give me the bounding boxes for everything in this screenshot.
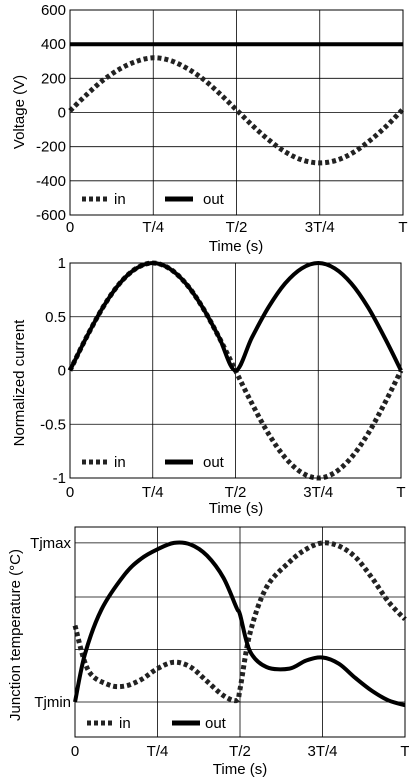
temperature-x-tick-label: 0 <box>71 743 79 760</box>
temperature-x-axis-label: Time (s) <box>213 761 267 778</box>
temperature-y-tick-label: Tjmax <box>30 535 71 552</box>
current-x-tick-label: 3T/4 <box>303 484 333 501</box>
current-legend-out-label: out <box>203 454 225 471</box>
voltage-plot-lines <box>68 42 405 166</box>
voltage-legend: in out <box>82 191 225 208</box>
voltage-y-tick-label: 0 <box>58 105 66 122</box>
current-y-tick-label: -1 <box>53 470 66 487</box>
temperature-x-ticks: 0 T/4 T/2 3T/4 T <box>71 743 409 760</box>
temperature-y-ticks: Tjmax Tjmin <box>30 535 71 711</box>
voltage-x-axis-label: Time (s) <box>209 238 263 255</box>
voltage-y-ticks: 600 400 200 0 -200 -400 -600 <box>36 2 66 224</box>
voltage-y-axis-label: Voltage (V) <box>11 75 28 149</box>
voltage-y-tick-label: 400 <box>41 36 66 53</box>
temperature-y-axis-label: Junction temperature (°C) <box>7 549 24 721</box>
current-legend: in out <box>82 454 225 471</box>
voltage-legend-in-label: in <box>114 191 126 208</box>
current-y-ticks: 1 0.5 0 -0.5 -1 <box>40 255 66 487</box>
voltage-x-tick-label: T/4 <box>142 219 164 236</box>
current-x-tick-label: 0 <box>66 484 74 501</box>
voltage-y-tick-label: 200 <box>41 70 66 87</box>
temperature-series-in-line <box>72 540 407 704</box>
voltage-y-tick-label: -400 <box>36 173 66 190</box>
voltage-x-tick-label: 3T/4 <box>305 219 335 236</box>
current-y-tick-label: 0.5 <box>45 309 66 326</box>
current-x-axis-label: Time (s) <box>209 500 263 517</box>
voltage-y-tick-label: 600 <box>41 2 66 19</box>
temperature-grid <box>75 527 405 737</box>
temperature-x-tick-label: T/2 <box>229 743 251 760</box>
voltage-legend-out-label: out <box>203 191 225 208</box>
current-legend-in-label: in <box>114 454 126 471</box>
current-x-ticks: 0 T/4 T/2 3T/4 T <box>66 484 406 501</box>
current-y-axis-label: Normalized current <box>11 319 28 447</box>
voltage-x-tick-label: T <box>398 219 407 236</box>
temperature-legend-out-label: out <box>205 715 227 732</box>
voltage-y-tick-label: -200 <box>36 139 66 156</box>
current-x-tick-label: T/4 <box>142 484 164 501</box>
temperature-chart: Tjmax Tjmin 0 T/4 T/2 3T/4 T Time (s) Junctio… <box>7 526 409 778</box>
temperature-x-tick-label: T/4 <box>147 743 169 760</box>
current-y-tick-label: -0.5 <box>40 416 66 433</box>
current-x-tick-label: T <box>396 484 405 501</box>
voltage-plot-frame <box>69 9 404 216</box>
voltage-x-ticks: 0 T/4 T/2 3T/4 T <box>66 219 408 236</box>
temperature-x-tick-label: T <box>400 743 409 760</box>
voltage-series-in-line <box>68 55 405 166</box>
current-series-out-line <box>68 261 403 373</box>
temperature-legend-in-label: in <box>119 715 131 732</box>
temperature-x-tick-label: 3T/4 <box>307 743 337 760</box>
temperature-series-out-line <box>73 540 406 708</box>
voltage-y-tick-label: -600 <box>36 207 66 224</box>
current-x-tick-label: T/2 <box>225 484 247 501</box>
current-plot-frame <box>69 262 402 479</box>
voltage-chart: 600 400 200 0 -200 -400 -600 0 T/4 T/2 3T/4 T Time… <box>11 2 408 255</box>
current-chart: 1 0.5 0 -0.5 -1 0 T/4 T/2 3T/4 T Time (s) Normal… <box>11 255 406 517</box>
current-plot-lines <box>67 260 404 481</box>
temperature-legend: in out <box>87 715 227 732</box>
temperature-y-tick-label: Tjmin <box>34 694 71 711</box>
voltage-x-tick-label: T/2 <box>226 219 248 236</box>
current-y-tick-label: 1 <box>58 255 66 272</box>
current-y-tick-label: 0 <box>58 363 66 380</box>
temperature-plot-frame <box>74 526 406 738</box>
temperature-plot-lines <box>72 540 407 708</box>
voltage-x-tick-label: 0 <box>66 219 74 236</box>
